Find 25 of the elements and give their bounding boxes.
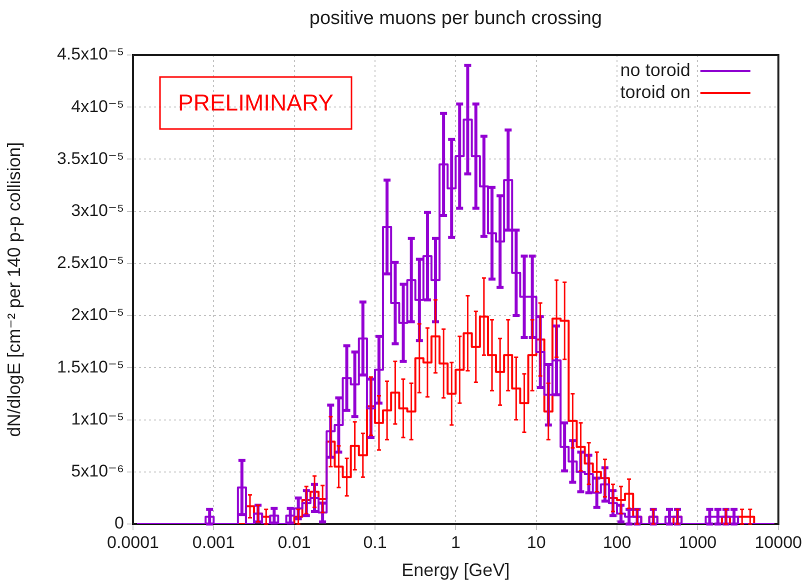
x-axis-title: Energy [GeV] [402, 560, 510, 580]
x-tick-label: 0.001 [192, 532, 235, 552]
y-tick-label: 2.5x10⁻⁵ [56, 253, 124, 272]
x-tick-label: 100 [602, 532, 632, 552]
x-tick-label: 1 [450, 532, 460, 552]
y-tick-label: 4x10⁻⁵ [71, 96, 124, 116]
y-tick-label: 1.5x10⁻⁵ [56, 357, 124, 376]
x-tick-label: 10000 [754, 532, 802, 552]
chart-title: positive muons per bunch crossing [309, 8, 602, 30]
x-tick-label: 0.1 [363, 532, 387, 552]
legend-label: toroid on [620, 82, 690, 102]
x-tick-label: 10 [526, 532, 546, 552]
y-tick-label: 2x10⁻⁵ [71, 305, 124, 324]
y-axis-title: dN/dlogE [cm⁻² per 140 p-p collision] [4, 142, 24, 437]
y-tick-label: 0 [114, 514, 124, 533]
y-tick-label: 3.5x10⁻⁵ [56, 148, 124, 168]
y-tick-label: 4.5x10⁻⁵ [56, 44, 124, 64]
legend-label: no toroid [620, 60, 690, 80]
x-tick-label: 0.0001 [107, 532, 159, 552]
x-tick-label: 0.01 [278, 532, 311, 552]
y-tick-label: 3x10⁻⁵ [71, 201, 124, 220]
x-tick-label: 1000 [678, 532, 717, 552]
y-tick-label: 5x10⁻⁶ [71, 462, 124, 481]
annotation: PRELIMINARY [178, 89, 334, 116]
y-tick-label: 1x10⁻⁵ [71, 409, 124, 428]
